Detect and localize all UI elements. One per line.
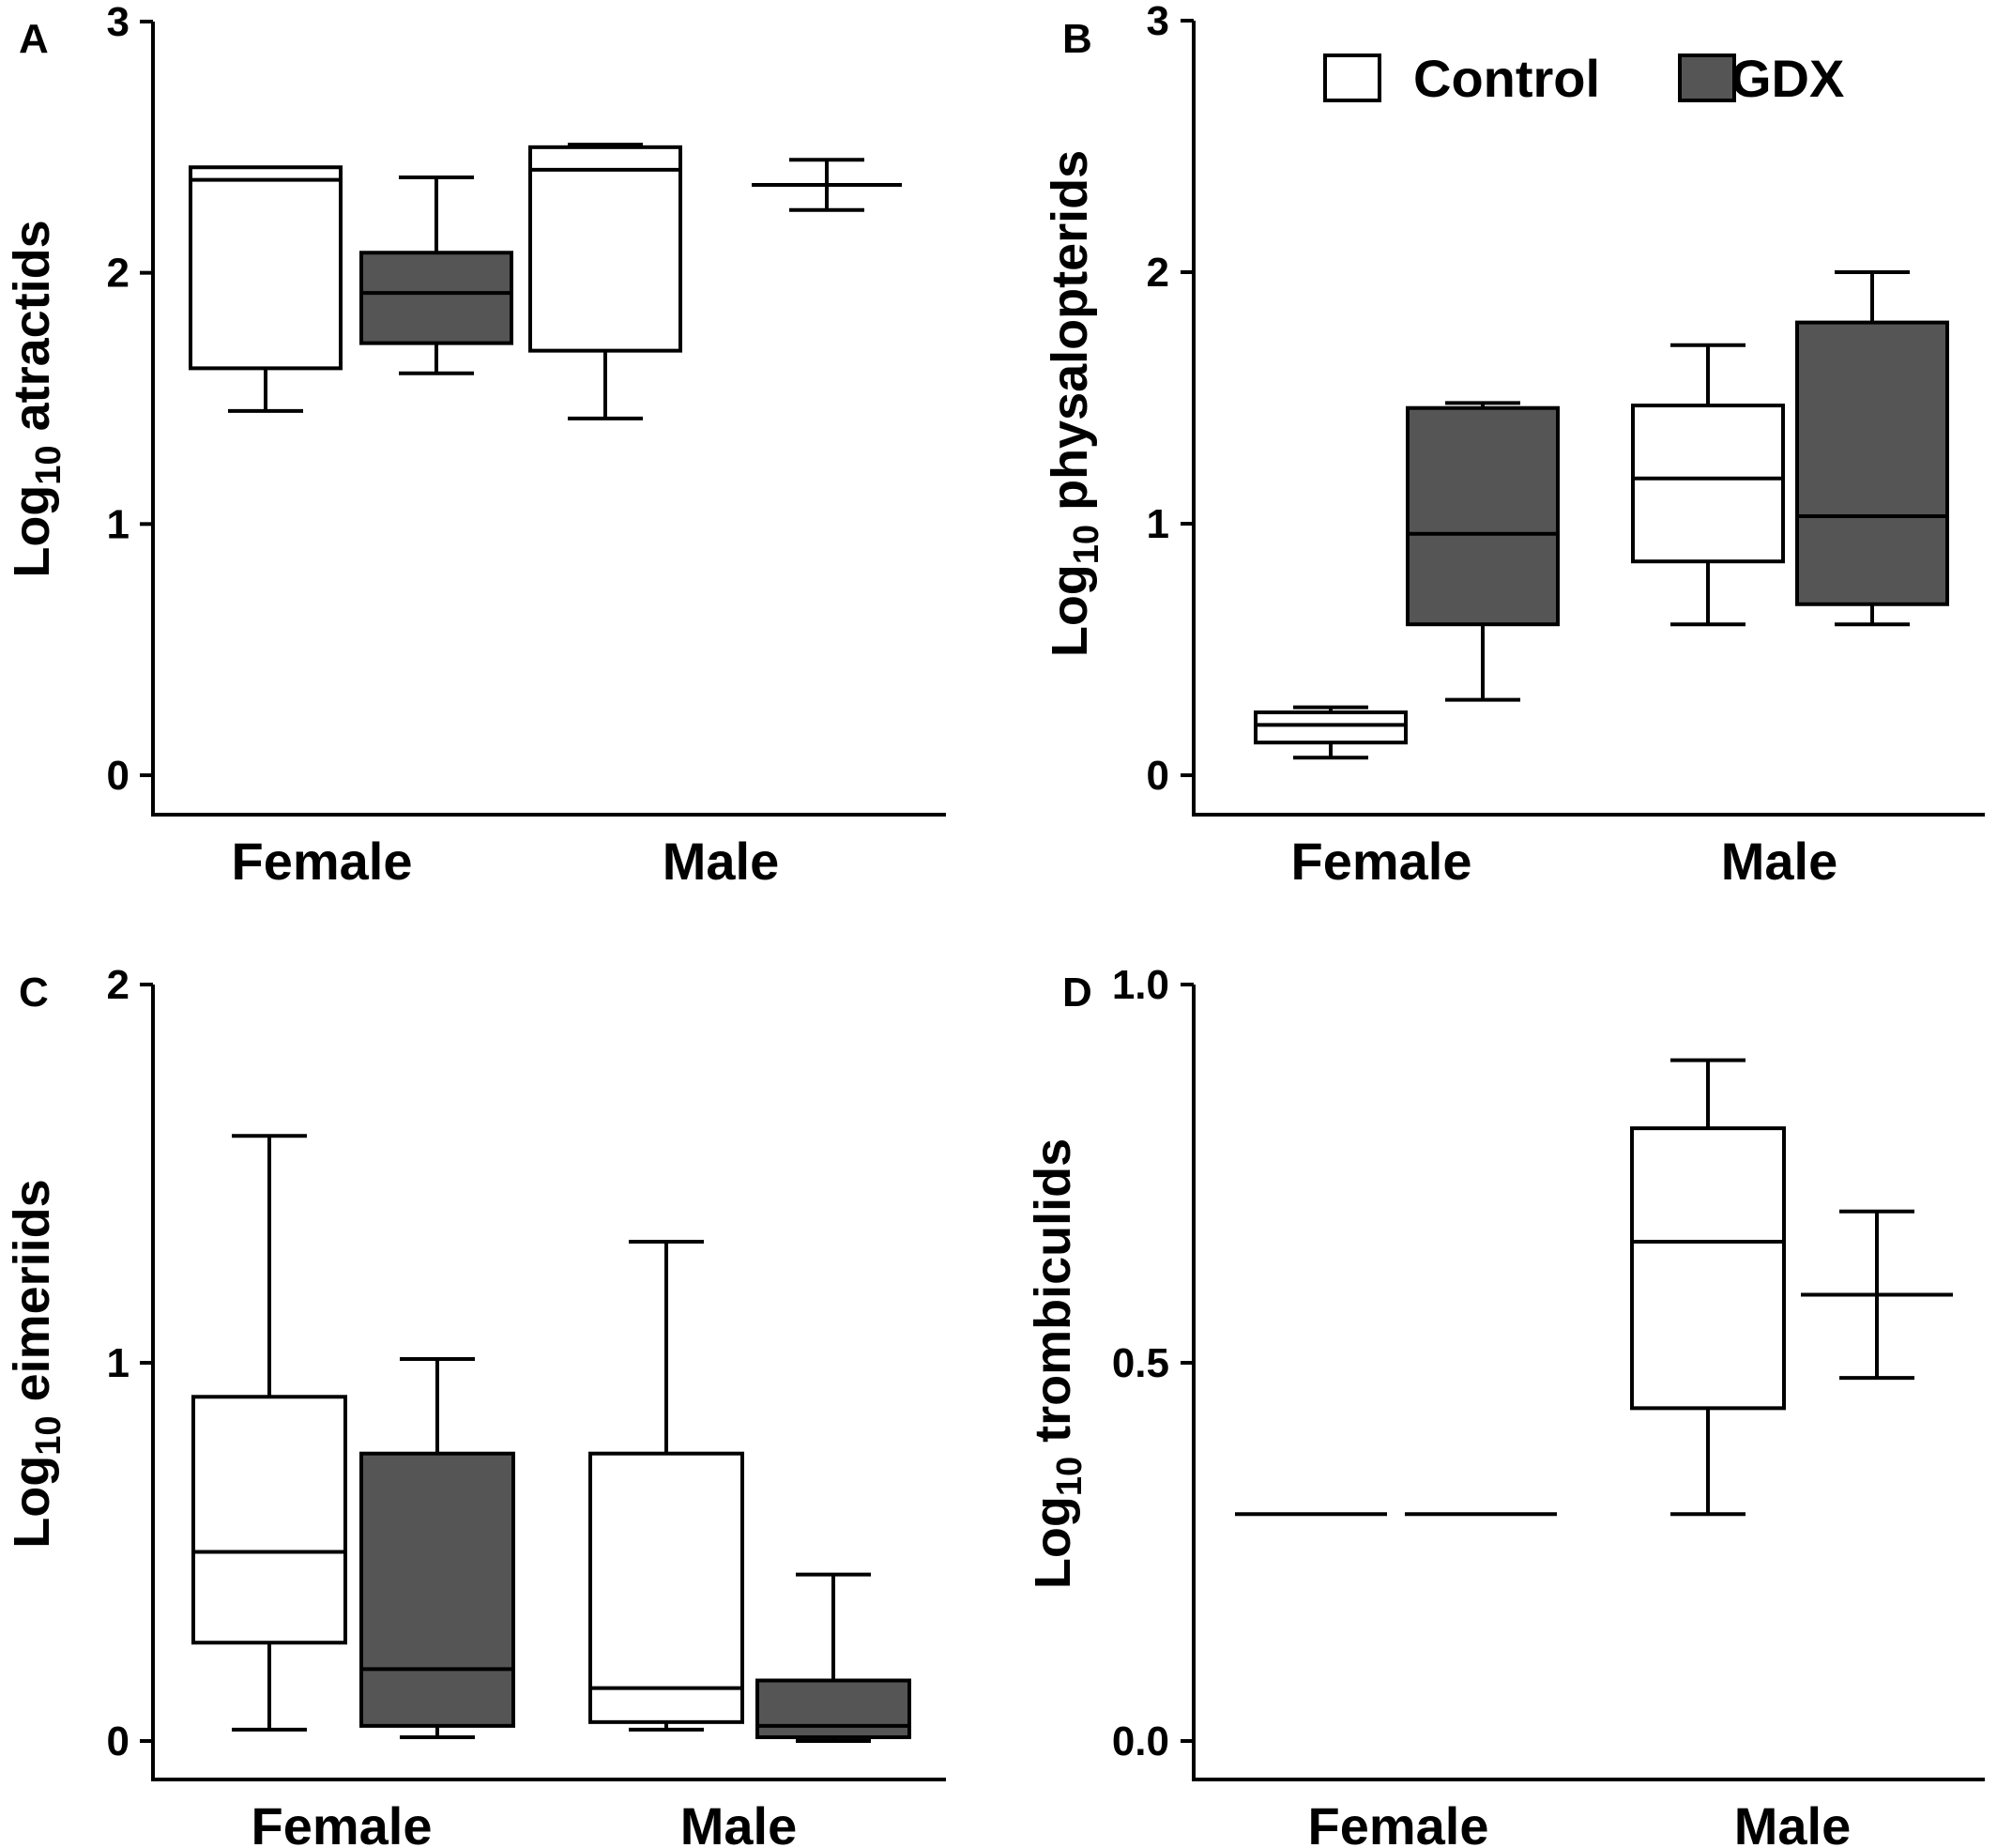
- box-gdx-male: [752, 158, 902, 212]
- x-category-label: Male: [680, 1796, 798, 1848]
- y-axis-title: Log10 trombiculids: [1025, 1138, 1090, 1589]
- box-control-male: [1630, 1058, 1786, 1517]
- panel-B: 0 1 2 3 Female Male B Log10 physalopterids: [1042, 0, 1985, 891]
- y-axis-title-rest: trombiculids: [1025, 1138, 1081, 1457]
- box-control-female: [189, 165, 343, 413]
- x-category-label: Male: [1721, 832, 1838, 891]
- x-category-label: Female: [232, 832, 413, 891]
- box-gdx-male: [1801, 1209, 1953, 1381]
- legend: Control GDX: [1323, 49, 1844, 108]
- y-tick-label: 1: [107, 1340, 130, 1386]
- y-axis-title: Log10 physalopterids: [1042, 150, 1106, 657]
- legend-swatch-gdx: [1678, 53, 1736, 102]
- y-tick-label: 2: [107, 251, 130, 297]
- y-tick-label: 1: [1147, 501, 1169, 547]
- y-tick-label: 3: [107, 0, 130, 45]
- y-axis-title-main: Log: [1025, 1496, 1081, 1589]
- panel-A: 0 1 2 3 Female Male A Log10 atractids: [4, 0, 946, 891]
- y-tick-label: 2: [107, 962, 130, 1008]
- y-tick-label: 2: [1147, 250, 1169, 296]
- y-axis-title-main: Log: [4, 1456, 60, 1549]
- x-category-label: Female: [1291, 832, 1472, 891]
- box-gdx-female: [359, 175, 513, 375]
- y-axis-title-subscript: 10: [1050, 1457, 1090, 1496]
- box-gdx-female: [1406, 401, 1560, 702]
- box-iqr: [1254, 710, 1408, 745]
- box-iqr: [755, 1678, 911, 1739]
- panel-letter: C: [19, 970, 49, 1016]
- box-iqr: [1406, 405, 1560, 627]
- y-tick-label: 0: [107, 1718, 130, 1764]
- box-control-female: [1254, 705, 1408, 760]
- legend-swatch-control: [1323, 53, 1381, 102]
- x-category-label: Female: [252, 1796, 433, 1848]
- y-tick-label: 3: [1147, 0, 1169, 44]
- y-axis-title-subscript: 10: [1067, 525, 1106, 564]
- box-iqr: [1630, 1126, 1786, 1411]
- box-iqr: [359, 251, 513, 345]
- box-control-male: [588, 1240, 744, 1732]
- box-control-female: [191, 1134, 347, 1732]
- y-axis-title-subscript: 10: [29, 1415, 69, 1455]
- panel-letter: B: [1062, 16, 1092, 62]
- legend-label-gdx: GDX: [1730, 49, 1844, 108]
- box-iqr: [1795, 320, 1949, 606]
- y-tick-label: 1: [107, 501, 130, 547]
- y-tick-label: 0.5: [1112, 1340, 1169, 1386]
- y-axis-title: Log10 atractids: [4, 220, 69, 577]
- box-iqr: [588, 1451, 744, 1724]
- box-gdx-female: [359, 1356, 515, 1739]
- y-axis-title-subscript: 10: [29, 445, 69, 484]
- box-gdx-male: [755, 1572, 911, 1743]
- y-axis-title-rest: eimeriids: [4, 1179, 60, 1415]
- box-iqr: [189, 165, 343, 371]
- panel-letter: A: [19, 16, 49, 62]
- x-category-label: Male: [1734, 1796, 1852, 1848]
- panel-letter: D: [1062, 970, 1092, 1016]
- y-axis-title: Log10 eimeriids: [4, 1179, 69, 1548]
- y-axis-title-rest: physalopterids: [1042, 150, 1098, 525]
- box-iqr: [528, 145, 682, 353]
- x-category-label: Male: [663, 832, 780, 891]
- y-tick-label: 0: [107, 753, 130, 799]
- box-iqr: [1631, 404, 1785, 564]
- box-control-male: [528, 143, 682, 420]
- box-control-male: [1631, 343, 1785, 627]
- x-category-label: Female: [1308, 1796, 1489, 1848]
- y-axis-title-rest: atractids: [4, 220, 60, 445]
- legend-label-control: Control: [1413, 49, 1600, 108]
- y-axis-title-main: Log: [4, 485, 60, 578]
- box-iqr: [191, 1395, 347, 1645]
- y-tick-label: 1.0: [1112, 962, 1169, 1008]
- panel-D: 0.0 0.5 1.0 Female Male D Log10 trombiculids: [1025, 962, 1985, 1848]
- panel-C: 0 1 2 Female Male C Log10 eimeriids: [4, 962, 946, 1848]
- y-tick-label: 0.0: [1112, 1718, 1169, 1764]
- y-axis-title-main: Log: [1042, 564, 1098, 657]
- box-iqr: [359, 1451, 515, 1728]
- box-gdx-male: [1795, 270, 1949, 627]
- y-tick-label: 0: [1147, 753, 1169, 799]
